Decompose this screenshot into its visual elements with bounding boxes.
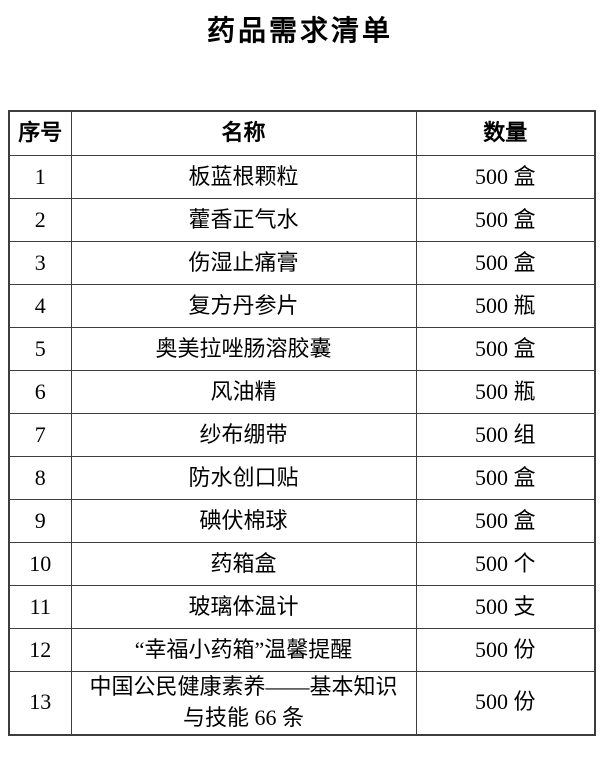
table-row: 9 碘伏棉球 500 盒	[8, 499, 596, 543]
qty-cell: 500 盒	[415, 327, 596, 371]
name-cell: 藿香正气水	[70, 198, 417, 242]
qty-cell: 500 组	[415, 413, 596, 457]
qty-cell: 500 盒	[415, 198, 596, 242]
name-cell: 纱布绷带	[70, 413, 417, 457]
no-cell: 13	[8, 670, 72, 736]
qty-cell: 500 瓶	[415, 370, 596, 414]
name-cell: 药箱盒	[70, 542, 417, 586]
table-row: 10 药箱盒 500 个	[8, 542, 596, 586]
table-row: 1 板蓝根颗粒 500 盒	[8, 155, 596, 199]
no-cell: 11	[8, 585, 72, 629]
drug-request-table: 序号 名称 数量 1 板蓝根颗粒 500 盒 2 藿香正气水 500 盒 3 伤…	[8, 110, 596, 736]
qty-cell: 500 支	[415, 585, 596, 629]
name-cell: 复方丹参片	[70, 284, 417, 328]
qty-cell: 500 个	[415, 542, 596, 586]
table-row: 5 奥美拉唑肠溶胶囊 500 盒	[8, 327, 596, 371]
qty-cell: 500 盒	[415, 241, 596, 285]
qty-cell: 500 盒	[415, 155, 596, 199]
table-row: 12 “幸福小药箱”温馨提醒 500 份	[8, 628, 596, 672]
no-cell: 10	[8, 542, 72, 586]
table-row: 3 伤湿止痛膏 500 盒	[8, 241, 596, 285]
no-cell: 3	[8, 241, 72, 285]
qty-cell: 500 盒	[415, 456, 596, 500]
no-cell: 12	[8, 628, 72, 672]
qty-cell: 500 盒	[415, 499, 596, 543]
qty-cell: 500 瓶	[415, 284, 596, 328]
table-row: 2 藿香正气水 500 盒	[8, 198, 596, 242]
table-row: 7 纱布绷带 500 组	[8, 413, 596, 457]
table-header: 序号 名称 数量	[8, 110, 596, 156]
header-name: 名称	[70, 110, 417, 156]
table-row: 8 防水创口贴 500 盒	[8, 456, 596, 500]
header-row: 序号 名称 数量	[8, 110, 596, 156]
table-row: 4 复方丹参片 500 瓶	[8, 284, 596, 328]
name-cell: 玻璃体温计	[70, 585, 417, 629]
name-cell: 碘伏棉球	[70, 499, 417, 543]
no-cell: 7	[8, 413, 72, 457]
name-cell: 中国公民健康素养——基本知识 与技能 66 条	[70, 670, 417, 736]
no-cell: 8	[8, 456, 72, 500]
page-title: 药品需求清单	[206, 16, 393, 47]
name-cell: 风油精	[70, 370, 417, 414]
name-cell: 奥美拉唑肠溶胶囊	[70, 327, 417, 371]
qty-cell: 500 份	[415, 628, 596, 672]
name-cell: 板蓝根颗粒	[70, 155, 417, 199]
no-cell: 5	[8, 327, 72, 371]
header-qty: 数量	[415, 110, 596, 156]
no-cell: 6	[8, 370, 72, 414]
name-cell: “幸福小药箱”温馨提醒	[70, 628, 417, 672]
table-row: 6 风油精 500 瓶	[8, 370, 596, 414]
no-cell: 1	[8, 155, 72, 199]
table-row: 11 玻璃体温计 500 支	[8, 585, 596, 629]
name-cell: 防水创口贴	[70, 456, 417, 500]
no-cell: 2	[8, 198, 72, 242]
no-cell: 4	[8, 284, 72, 328]
name-cell: 伤湿止痛膏	[70, 241, 417, 285]
table-body: 1 板蓝根颗粒 500 盒 2 藿香正气水 500 盒 3 伤湿止痛膏 500 …	[8, 155, 596, 736]
no-cell: 9	[8, 499, 72, 543]
header-no: 序号	[8, 110, 72, 156]
qty-cell: 500 份	[415, 670, 596, 736]
table-row: 13 中国公民健康素养——基本知识 与技能 66 条 500 份	[8, 670, 596, 736]
